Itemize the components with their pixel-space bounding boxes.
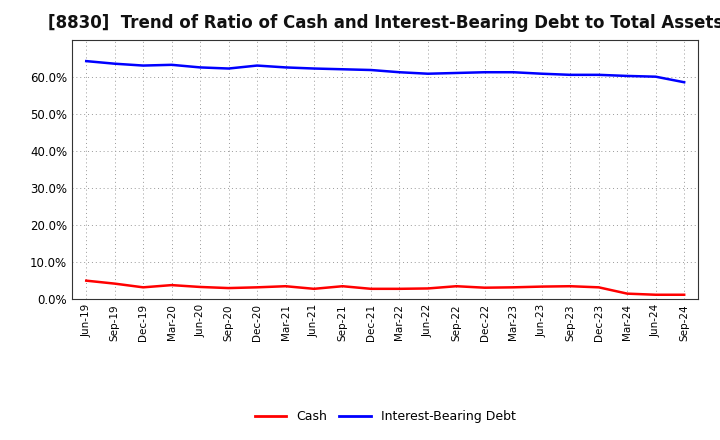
Cash: [167, 282, 176, 288]
Cash: [595, 285, 603, 290]
Cash: [253, 285, 261, 290]
Cash: [680, 292, 688, 297]
Cash: [537, 284, 546, 289]
Interest-Bearing Debt: [167, 62, 176, 67]
Interest-Bearing Debt: [225, 66, 233, 71]
Interest-Bearing Debt: [196, 65, 204, 70]
Cash: [566, 284, 575, 289]
Cash: [110, 281, 119, 286]
Interest-Bearing Debt: [310, 66, 318, 71]
Interest-Bearing Debt: [82, 59, 91, 64]
Cash: [623, 291, 631, 296]
Cash: [452, 284, 461, 289]
Cash: [82, 278, 91, 283]
Line: Cash: Cash: [86, 281, 684, 295]
Cash: [652, 292, 660, 297]
Interest-Bearing Debt: [395, 70, 404, 75]
Interest-Bearing Debt: [566, 72, 575, 77]
Cash: [139, 285, 148, 290]
Interest-Bearing Debt: [537, 71, 546, 77]
Cash: [395, 286, 404, 291]
Line: Interest-Bearing Debt: Interest-Bearing Debt: [86, 61, 684, 82]
Cash: [310, 286, 318, 291]
Interest-Bearing Debt: [110, 61, 119, 66]
Interest-Bearing Debt: [652, 74, 660, 79]
Interest-Bearing Debt: [509, 70, 518, 75]
Interest-Bearing Debt: [595, 72, 603, 77]
Cash: [423, 286, 432, 291]
Interest-Bearing Debt: [282, 65, 290, 70]
Title: [8830]  Trend of Ratio of Cash and Interest-Bearing Debt to Total Assets: [8830] Trend of Ratio of Cash and Intere…: [48, 15, 720, 33]
Interest-Bearing Debt: [623, 73, 631, 79]
Cash: [225, 286, 233, 291]
Cash: [338, 284, 347, 289]
Interest-Bearing Debt: [366, 67, 375, 73]
Interest-Bearing Debt: [139, 63, 148, 68]
Interest-Bearing Debt: [452, 70, 461, 76]
Interest-Bearing Debt: [480, 70, 489, 75]
Cash: [509, 285, 518, 290]
Interest-Bearing Debt: [253, 63, 261, 68]
Cash: [480, 285, 489, 290]
Cash: [196, 284, 204, 290]
Legend: Cash, Interest-Bearing Debt: Cash, Interest-Bearing Debt: [250, 405, 521, 428]
Cash: [366, 286, 375, 291]
Interest-Bearing Debt: [338, 66, 347, 72]
Interest-Bearing Debt: [423, 71, 432, 77]
Cash: [282, 284, 290, 289]
Interest-Bearing Debt: [680, 80, 688, 85]
